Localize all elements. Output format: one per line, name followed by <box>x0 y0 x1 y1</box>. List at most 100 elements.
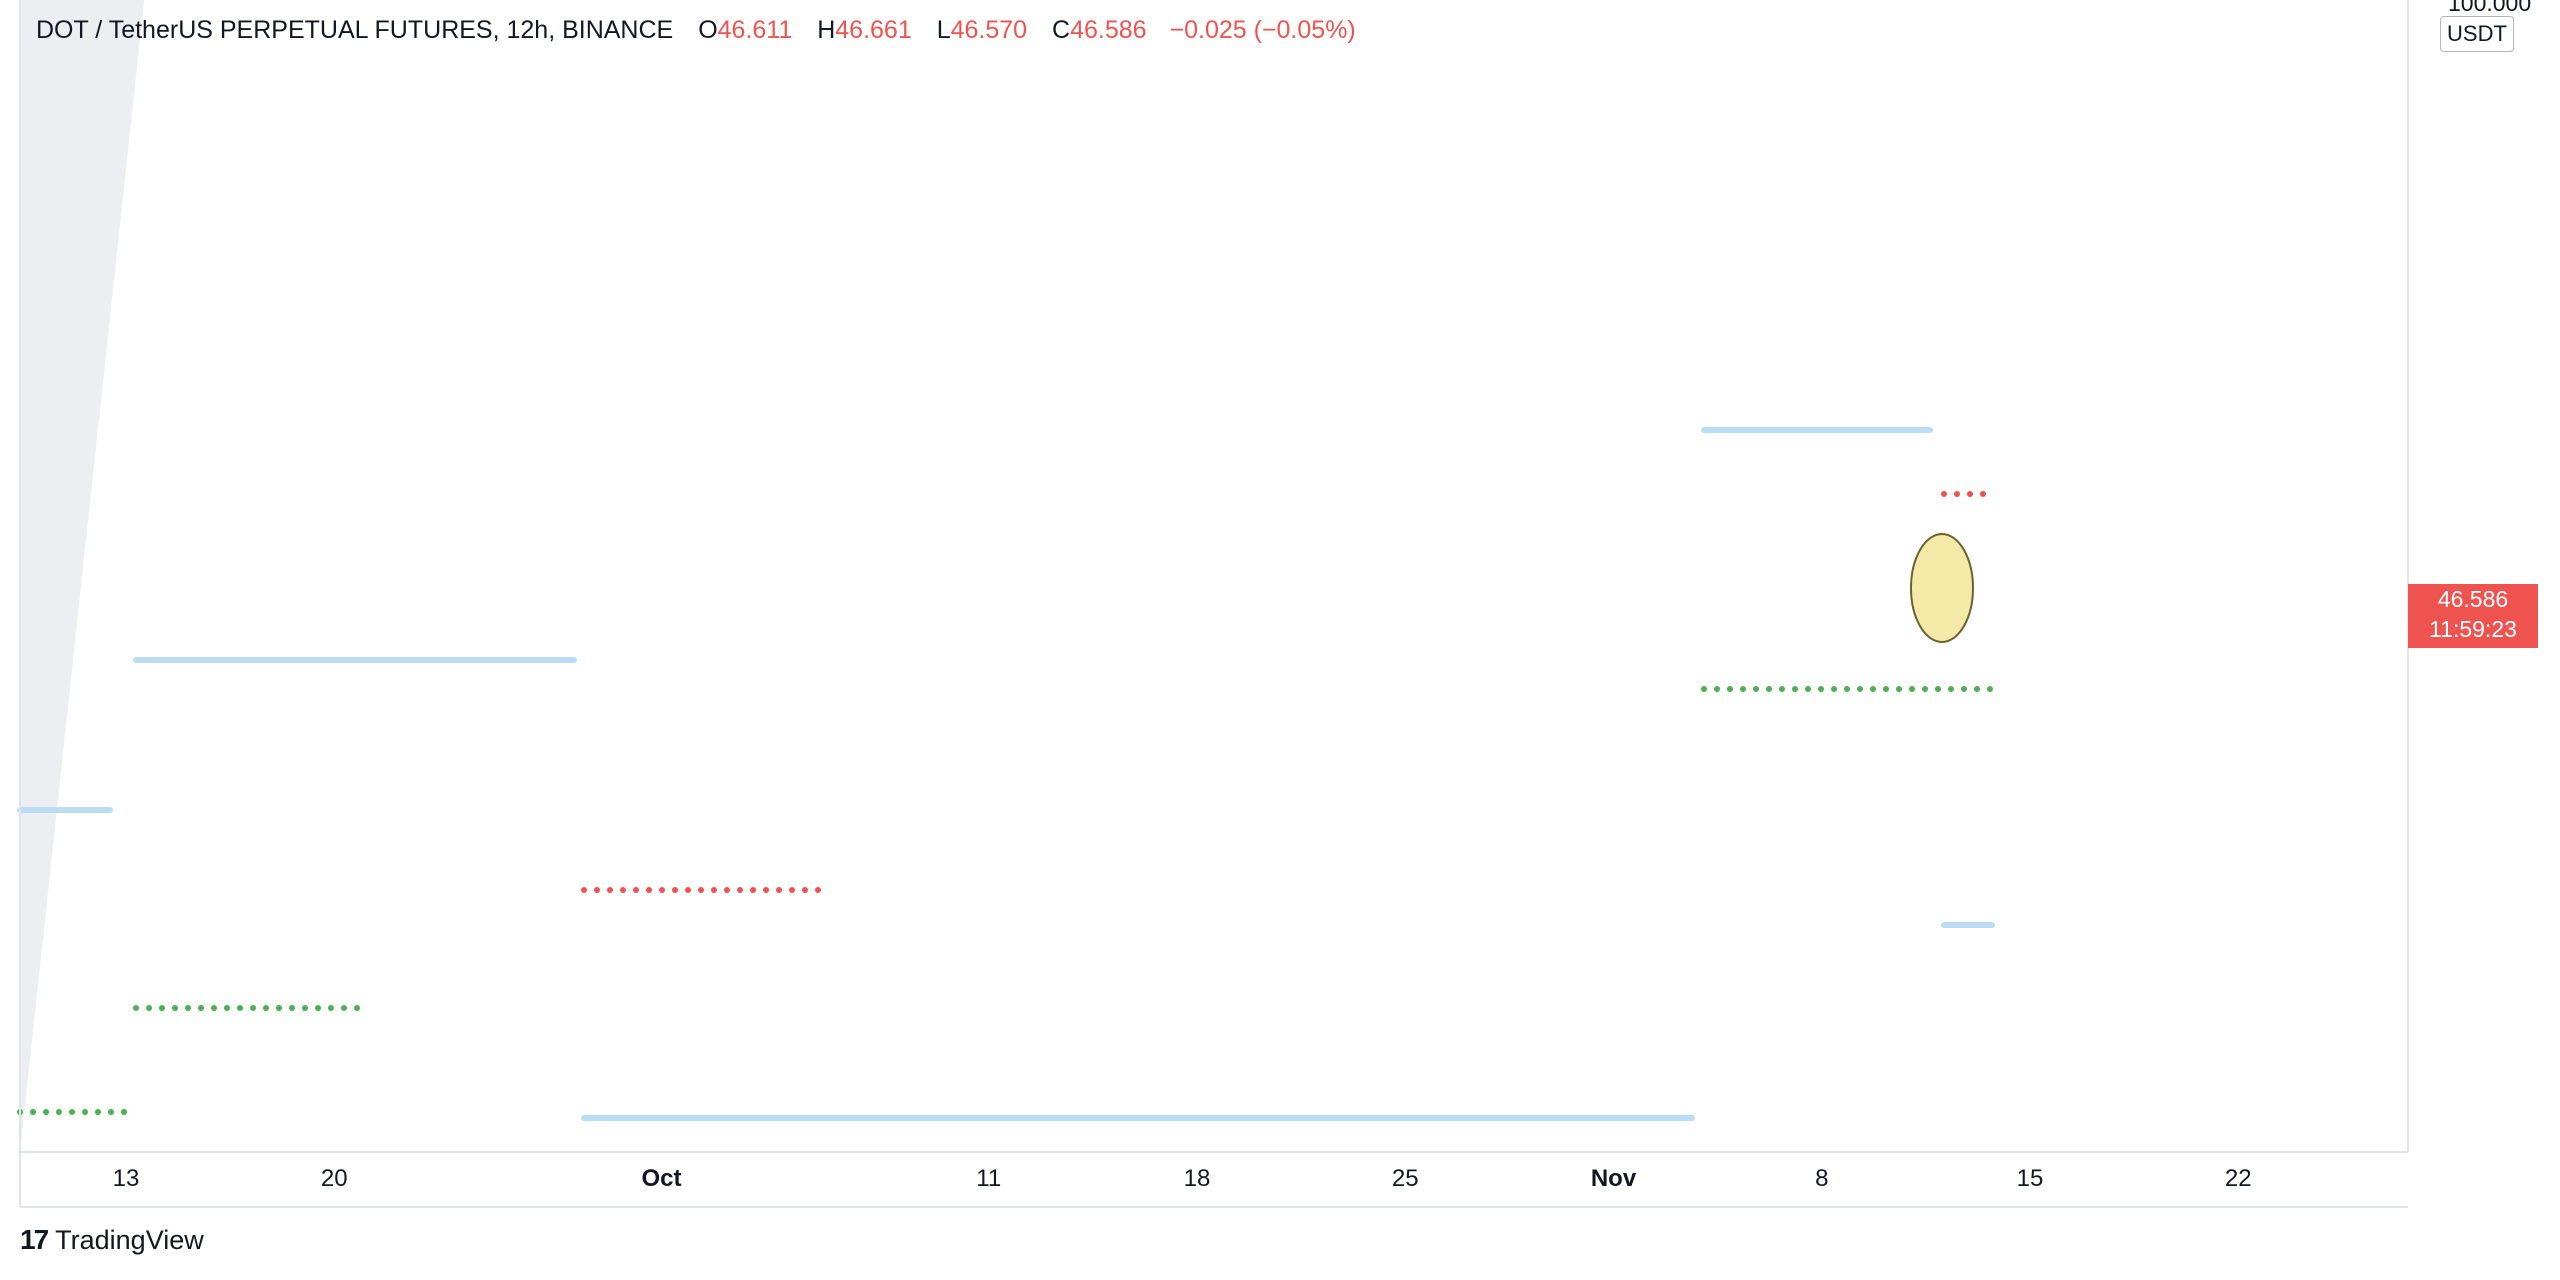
signal-dot <box>198 1005 204 1011</box>
signal-dot <box>620 887 626 893</box>
signal-dot <box>1935 686 1941 692</box>
indicator-markers <box>17 427 1995 1121</box>
signal-dot <box>263 1005 269 1011</box>
time-axis[interactable]: 13 20 Oct 11 18 25 Nov 8 15 22 <box>113 1165 2252 1192</box>
signal-dot <box>237 1005 243 1011</box>
signal-dot <box>815 887 821 893</box>
time-tick-label: 11 <box>976 1165 1001 1192</box>
signal-dot <box>133 1005 139 1011</box>
tradingview-brand: TradingView <box>55 1224 204 1255</box>
signal-dot <box>1980 491 1986 497</box>
signal-dot <box>354 1005 360 1011</box>
close-label: C <box>1052 16 1071 44</box>
signal-dot <box>250 1005 256 1011</box>
signal-dot <box>146 1005 152 1011</box>
signal-dot <box>1974 686 1980 692</box>
signal-dot <box>1896 686 1902 692</box>
signal-dot <box>159 1005 165 1011</box>
signal-dot <box>672 887 678 893</box>
signal-dot <box>1948 686 1954 692</box>
time-tick-label: Oct <box>641 1165 681 1192</box>
signal-dot <box>121 1109 127 1115</box>
time-tick-label: 13 <box>113 1165 140 1192</box>
signal-dot <box>43 1109 49 1115</box>
signal-dot <box>1987 686 1993 692</box>
signal-dot <box>328 1005 334 1011</box>
time-tick-label: 8 <box>1815 1165 1828 1192</box>
signal-dot <box>724 887 730 893</box>
signal-dot <box>302 1005 308 1011</box>
high-value: 46.661 <box>835 16 912 44</box>
signal-dot <box>737 887 743 893</box>
signal-dot <box>1727 686 1733 692</box>
signal-dot <box>185 1005 191 1011</box>
low-value: 46.570 <box>950 16 1028 44</box>
current-price-label: 46.586 <box>2437 586 2509 612</box>
signal-dot <box>1766 686 1772 692</box>
symbol-title[interactable]: DOT / TetherUS PERPETUAL FUTURES, 12h, B… <box>36 16 674 44</box>
signal-dot <box>1909 686 1915 692</box>
time-tick-label: 22 <box>2225 1165 2252 1192</box>
signal-dot <box>698 887 704 893</box>
signal-dot <box>108 1109 114 1115</box>
signal-dot <box>776 887 782 893</box>
currency-unit-button[interactable]: USDT <box>2440 16 2514 52</box>
price-axis-top-label: 100.000 <box>2448 0 2532 16</box>
time-tick-label: 15 <box>2017 1165 2044 1192</box>
signal-dot <box>1967 491 1973 497</box>
signal-dot <box>659 887 665 893</box>
high-label: H <box>817 16 836 44</box>
open-value: 46.611 <box>717 16 793 44</box>
signal-dot <box>1831 686 1837 692</box>
signal-dot <box>1740 686 1746 692</box>
signal-dot <box>1779 686 1785 692</box>
open-label: O <box>698 16 718 44</box>
channel-fill <box>20 0 145 1152</box>
signal-dot <box>1961 686 1967 692</box>
signal-dot <box>633 887 639 893</box>
signal-dot <box>1941 491 1947 497</box>
signal-dot <box>1792 686 1798 692</box>
signal-dot <box>95 1109 101 1115</box>
time-tick-label: 25 <box>1392 1165 1419 1192</box>
signal-dot <box>685 887 691 893</box>
signal-dot <box>56 1109 62 1115</box>
bar-countdown: 11:59:23 <box>2429 616 2517 642</box>
signal-dot <box>1844 686 1850 692</box>
time-tick-label: 18 <box>1184 1165 1211 1192</box>
low-label: L <box>936 16 951 44</box>
signal-dot <box>581 887 587 893</box>
signal-dot <box>711 887 717 893</box>
signal-dot <box>1805 686 1811 692</box>
signal-dot <box>750 887 756 893</box>
signal-dot <box>789 887 795 893</box>
change-value: −0.025 (−0.05%) <box>1169 16 1356 44</box>
time-tick-label: Nov <box>1591 1165 1637 1192</box>
signal-dot <box>607 887 613 893</box>
tradingview-logo[interactable]: 17 TradingView <box>20 1224 204 1256</box>
signal-dot <box>1818 686 1824 692</box>
signal-dot <box>1714 686 1720 692</box>
time-tick-label: 20 <box>321 1165 348 1192</box>
current-price-tag: 46.586 11:59:23 <box>2408 584 2538 648</box>
signal-dot <box>341 1005 347 1011</box>
signal-dot <box>276 1005 282 1011</box>
signal-dot <box>594 887 600 893</box>
symbol-header: DOT / TetherUS PERPETUAL FUTURES, 12h, B… <box>36 16 1356 45</box>
signal-dot <box>172 1005 178 1011</box>
signal-dot <box>802 887 808 893</box>
close-value: 46.586 <box>1070 16 1147 44</box>
signal-dot <box>82 1109 88 1115</box>
signal-dot <box>646 887 652 893</box>
signal-dot <box>1857 686 1863 692</box>
signal-dot <box>211 1005 217 1011</box>
signal-dot <box>1883 686 1889 692</box>
signal-dot <box>30 1109 36 1115</box>
signal-dot <box>1954 491 1960 497</box>
signal-dot <box>1870 686 1876 692</box>
signal-dot <box>315 1005 321 1011</box>
highlight-ellipse <box>1910 533 1974 643</box>
signal-dot <box>1701 686 1707 692</box>
